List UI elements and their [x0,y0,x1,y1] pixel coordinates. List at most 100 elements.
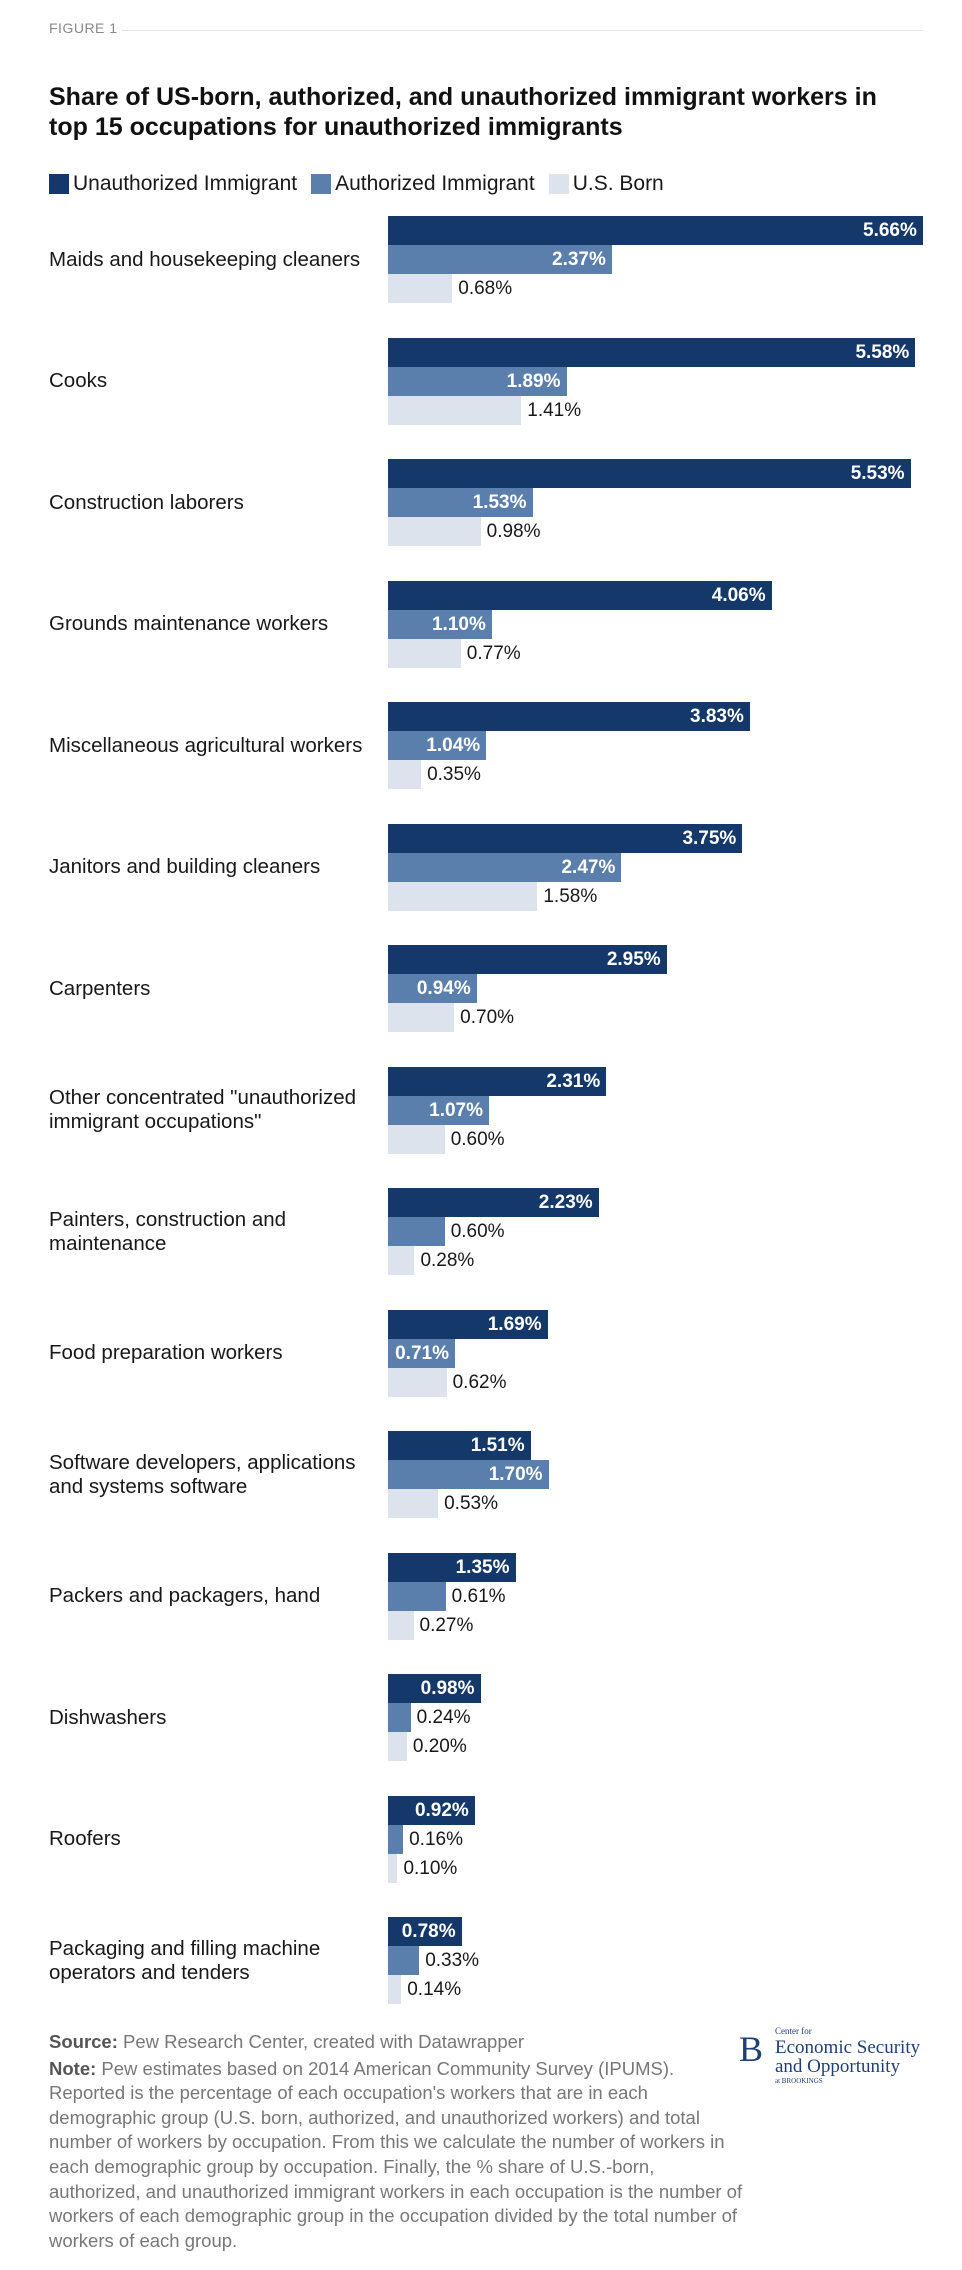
logo-text: and Opportunity [775,2056,901,2077]
category-label: Miscellaneous agricultural workers [49,733,363,757]
value-label: 0.70% [460,1007,515,1028]
category-label: Roofers [49,1827,121,1850]
bar [388,1489,439,1518]
value-label: 0.35% [427,764,481,785]
bar [388,1674,481,1703]
bar [388,1431,531,1460]
value-label: 1.53% [472,492,527,513]
bar [388,1917,462,1946]
legend-swatch [548,174,569,194]
bar [388,366,567,396]
value-label: 0.71% [395,1342,449,1364]
bar [388,395,522,425]
category-label: Painters, construction and maintenance [49,1207,287,1255]
bar [388,974,477,1003]
value-label: 1.04% [426,735,481,756]
value-label: 0.61% [451,1585,506,1607]
value-label: 0.10% [403,1857,458,1879]
bar [388,1066,607,1096]
value-label: 1.10% [431,613,486,635]
value-label: 0.16% [409,1828,463,1850]
category-label: Cooks [49,369,108,392]
bar [388,1703,411,1732]
source-label: Source: [49,2031,118,2052]
value-label: 0.78% [401,1921,456,1942]
bar [388,1795,475,1825]
rule [122,30,923,31]
value-label: 0.33% [425,1950,480,1971]
bar [388,1188,599,1217]
legend-swatch [49,174,69,194]
bar [388,274,453,303]
value-label: 2.23% [538,1192,593,1213]
value-label: 0.14% [407,1979,462,2000]
bar [388,337,916,367]
category-label: Dishwashers [49,1705,167,1729]
bar [388,216,923,245]
legend-item: Authorized Immigrant [311,172,535,196]
value-label: 3.83% [690,706,744,727]
bar [388,731,487,760]
logo-text: Economic Security [775,2037,921,2058]
bar [388,760,422,789]
legend-swatch [311,174,332,194]
value-label: 4.06% [711,584,766,606]
bar [388,638,461,668]
note-text: Pew estimates based on 2014 American Com… [49,2057,743,2251]
logo-mark: B [739,2029,764,2069]
value-label: 3.75% [682,827,737,849]
value-label: 0.94% [416,978,471,999]
bar [388,1460,549,1489]
bar [388,1853,398,1883]
chart-title: Share of US-born, authorized, and unauth… [49,83,877,141]
bar [388,823,743,853]
bar [388,1610,414,1640]
value-label: 1.70% [488,1464,543,1485]
value-label: 1.07% [429,1099,483,1121]
value-label: 2.47% [561,856,616,878]
legend-item: U.S. Born [548,172,664,196]
legend-label: Authorized Immigrant [335,172,535,195]
category-label: Carpenters [49,976,151,1000]
bar [388,945,667,974]
bar [388,245,613,274]
bar [388,1367,447,1397]
bar [388,1581,446,1611]
value-label: 5.53% [850,463,905,484]
value-label: 0.77% [466,642,521,664]
value-label: 0.27% [419,1614,474,1636]
value-label: 0.98% [420,1678,475,1699]
value-label: 1.69% [487,1313,542,1335]
value-label: 1.35% [455,1556,510,1578]
legend: Unauthorized Immigrant Authorized Immigra… [49,172,664,196]
legend-label: Unauthorized Immigrant [73,172,298,195]
bar [388,517,481,546]
note: Note: Pew estimates based on 2014 Americ… [49,2057,749,2254]
value-label: 0.92% [414,1799,469,1821]
logo: B Center for Economic Security and Oppor… [739,2026,929,2086]
value-label: 0.28% [420,1250,475,1271]
category-label: Grounds maintenance workers [49,612,329,635]
value-label: 1.51% [470,1435,525,1456]
legend-label: U.S. Born [572,172,664,195]
category-label: Other concentrated "unauthorized immigra… [49,1086,356,1133]
value-label: 1.89% [506,370,561,392]
category-label: Food preparation workers [49,1341,283,1364]
bar [388,1552,516,1582]
bar [388,1946,420,1975]
bar [388,1003,455,1032]
value-label: 5.58% [855,341,910,363]
bar [388,580,772,610]
source: Source: Pew Research Center, created wit… [49,2030,749,2055]
category-label: Packers and packagers, hand [49,1584,321,1607]
value-label: 0.60% [450,1221,505,1242]
footer: Source: Pew Research Center, created wit… [49,2030,749,2253]
value-label: 0.24% [416,1707,471,1728]
bar [388,1246,415,1275]
logo-text: at BROOKINGS [775,2077,823,2085]
value-label: 2.95% [606,949,661,970]
value-label: 0.62% [452,1371,507,1393]
bar [388,488,533,517]
source-text: Pew Research Center, created with Datawr… [123,2031,525,2052]
bar [388,609,492,639]
